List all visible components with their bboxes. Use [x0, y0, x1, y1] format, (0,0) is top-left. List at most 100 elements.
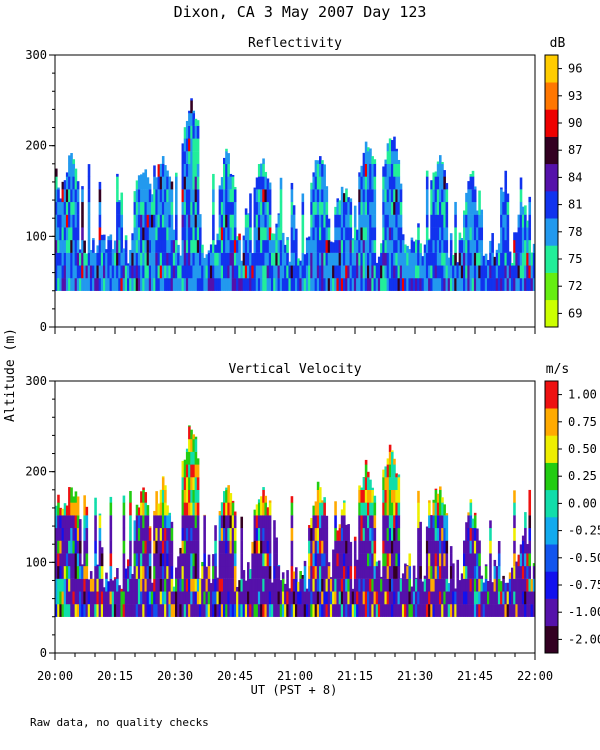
- data-cell: [83, 578, 86, 592]
- data-cell: [369, 565, 372, 579]
- data-cell: [524, 515, 527, 529]
- data-cell: [249, 591, 252, 605]
- data-cell: [506, 227, 510, 241]
- data-cell: [253, 227, 257, 241]
- data-cell: [312, 505, 316, 516]
- data-cell: [532, 591, 536, 605]
- data-cell: [223, 527, 226, 541]
- data-cell: [275, 278, 278, 291]
- data-cell: [85, 527, 89, 541]
- data-cell: [231, 278, 235, 291]
- data-cell: [161, 591, 165, 605]
- data-cell: [316, 278, 320, 291]
- data-cell: [144, 492, 148, 503]
- data-cell: [367, 227, 370, 241]
- data-cell: [190, 252, 193, 266]
- data-cell: [275, 540, 278, 554]
- data-cell: [360, 578, 364, 592]
- data-cell: [436, 578, 440, 592]
- data-cell: [434, 565, 438, 579]
- data-cell: [194, 464, 198, 478]
- data-cell: [255, 214, 259, 228]
- data-cell: [301, 265, 305, 279]
- data-cell: [157, 214, 161, 228]
- data-cell: [321, 502, 324, 516]
- data-cell: [373, 540, 377, 554]
- data-cell: [364, 141, 368, 152]
- data-cell: [194, 201, 198, 215]
- data-cell: [68, 489, 71, 503]
- data-cell: [521, 206, 525, 215]
- data-cell: [391, 201, 394, 215]
- data-cell: [87, 278, 91, 291]
- data-cell: [220, 540, 224, 554]
- data-cell: [314, 591, 318, 605]
- data-cell: [292, 205, 296, 215]
- data-cell: [96, 278, 100, 291]
- data-cell: [257, 540, 261, 554]
- data-cell: [373, 527, 377, 541]
- colorbar-label: -1.00: [568, 605, 600, 619]
- data-cell: [94, 252, 97, 266]
- data-cell: [375, 578, 379, 592]
- data-cell: [340, 265, 344, 279]
- data-cell: [85, 591, 89, 605]
- data-cell: [192, 125, 196, 139]
- data-cell: [391, 450, 394, 452]
- data-cell: [229, 515, 233, 529]
- data-cell: [140, 565, 143, 579]
- data-cell: [281, 278, 285, 291]
- data-cell: [100, 547, 104, 554]
- data-cell: [59, 591, 62, 605]
- data-cell: [153, 189, 156, 203]
- data-cell: [364, 540, 368, 554]
- data-cell: [441, 161, 444, 164]
- data-cell: [225, 502, 228, 516]
- data-cell: [177, 556, 180, 567]
- data-cell: [57, 565, 60, 579]
- data-cell: [225, 148, 228, 152]
- data-cell: [495, 265, 499, 279]
- data-cell: [116, 591, 119, 605]
- data-cell: [196, 120, 200, 126]
- data-cell: [183, 214, 187, 228]
- data-cell: [323, 265, 326, 279]
- data-cell: [103, 604, 106, 617]
- data-cell: [72, 159, 76, 164]
- data-cell: [183, 540, 187, 554]
- data-cell: [286, 237, 289, 241]
- data-cell: [118, 265, 121, 279]
- data-cell: [371, 489, 374, 503]
- data-cell: [133, 565, 137, 579]
- data-cell: [192, 578, 196, 592]
- data-cell: [519, 591, 523, 605]
- data-cell: [168, 201, 172, 215]
- data-cell: [375, 591, 379, 605]
- data-cell: [327, 604, 331, 617]
- data-cell: [203, 540, 206, 554]
- data-cell: [273, 565, 276, 579]
- data-cell: [229, 502, 233, 516]
- data-cell: [295, 567, 298, 579]
- data-cell: [343, 515, 346, 529]
- data-cell: [495, 249, 499, 253]
- data-cell: [153, 527, 156, 541]
- data-cell: [151, 214, 154, 228]
- data-cell: [118, 227, 121, 241]
- data-cell: [148, 565, 152, 579]
- data-cell: [161, 252, 165, 266]
- data-cell: [364, 565, 368, 579]
- data-cell: [312, 578, 316, 592]
- data-cell: [281, 265, 285, 279]
- data-cell: [227, 527, 230, 541]
- data-cell: [153, 604, 156, 617]
- data-cell: [393, 553, 396, 567]
- data-cell: [358, 485, 361, 490]
- data-cell: [316, 565, 320, 579]
- data-cell: [467, 604, 470, 617]
- data-cell: [188, 578, 191, 592]
- data-cell: [131, 573, 134, 579]
- data-cell: [168, 214, 172, 228]
- data-cell: [264, 189, 268, 203]
- data-cell: [227, 189, 230, 203]
